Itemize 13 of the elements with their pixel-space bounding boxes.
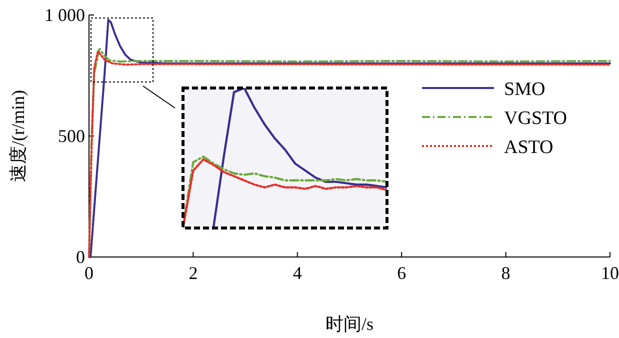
x-tick-label: 2: [188, 263, 198, 283]
y-tick-label: 500: [58, 126, 85, 146]
legend-label: SMO: [504, 79, 546, 100]
x-tick-label: 4: [292, 263, 302, 283]
legend-label: VGSTO: [504, 108, 567, 129]
y-axis-title: 速度/(r/min): [8, 90, 28, 182]
y-tick-label: 1 000: [44, 5, 85, 25]
x-axis-title: 时间/s: [325, 314, 374, 334]
x-tick-label: 10: [601, 263, 619, 283]
x-tick-label: 6: [397, 263, 406, 283]
x-tick-label: 8: [501, 263, 510, 283]
legend-label: ASTO: [504, 137, 554, 158]
y-tick-label: 0: [76, 247, 85, 267]
